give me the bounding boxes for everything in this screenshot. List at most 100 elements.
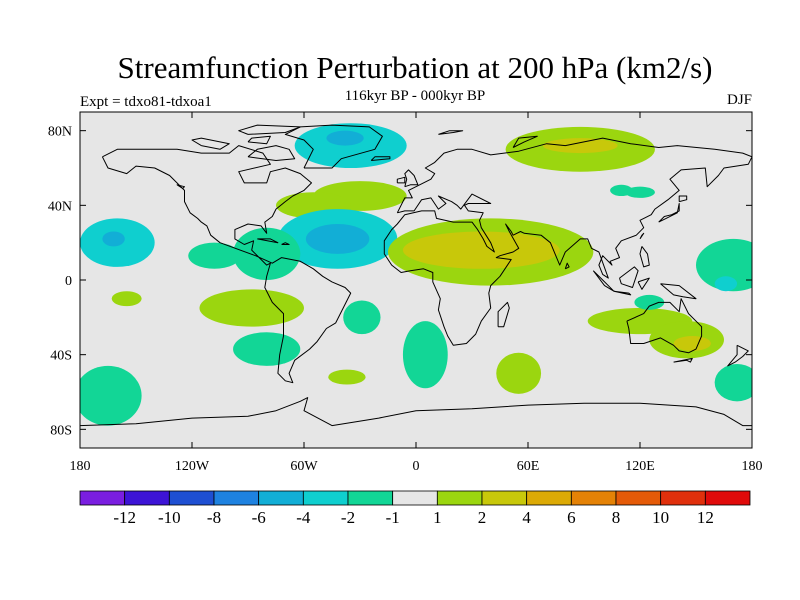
coastline-11	[613, 290, 632, 296]
coastline-6	[396, 176, 406, 184]
coastline-20	[257, 238, 279, 244]
contour-region-17	[402, 231, 560, 269]
coastline-4	[80, 397, 752, 427]
colorbar-label-11: 8	[612, 508, 621, 527]
contour-region-11	[199, 289, 304, 327]
chart-subtitle: 116kyr BP - 000kyr BP	[344, 88, 486, 104]
coastline-0	[101, 145, 352, 384]
coastline-23	[247, 145, 296, 161]
contour-region-0	[294, 123, 407, 168]
coastline-29	[673, 357, 693, 363]
x-axis: 180 120W 60W 0 60E 120E 180	[70, 112, 763, 474]
chart-title: Streamfunction Perturbation at 200 hPa (…	[117, 50, 713, 85]
coastline-14	[660, 283, 697, 300]
contour-region-6	[233, 227, 301, 280]
coastline-1	[284, 124, 383, 169]
contour-region-12	[343, 300, 381, 335]
colorbar-label-2: -8	[207, 508, 221, 527]
contour-fill-layer	[80, 123, 752, 426]
contour-region-7	[188, 242, 241, 269]
y-tick-label-3: 40S	[50, 349, 72, 364]
colorbar-box-11	[570, 490, 617, 506]
contour-region-20	[625, 186, 655, 198]
colorbar-label-8: 2	[478, 508, 487, 527]
colorbar-label-1: -10	[158, 508, 181, 527]
colorbar-box-14	[704, 490, 751, 506]
coastline-22	[176, 184, 185, 189]
coastline-3	[626, 298, 703, 354]
colorbar-box-4	[258, 490, 304, 506]
colorbar-box-3	[213, 490, 260, 506]
contour-region-9	[102, 231, 125, 247]
coastline-7	[370, 156, 391, 161]
contour-region-25	[673, 336, 711, 351]
colorbar-label-12: 10	[652, 508, 669, 527]
colorbar-box-8	[436, 490, 483, 506]
x-tick-label-3: 0	[413, 459, 420, 474]
coastline-27	[438, 130, 464, 135]
coastline-15	[639, 246, 650, 268]
coastline-8	[658, 203, 680, 223]
coastline-26	[238, 124, 301, 135]
contour-region-22	[496, 352, 542, 394]
contour-region-21	[402, 321, 448, 389]
colorbar-label-10: 6	[567, 508, 576, 527]
x-tick-label-2: 60W	[290, 459, 318, 474]
contour-region-29	[634, 294, 665, 310]
coastline-21	[281, 242, 290, 245]
contour-region-14	[328, 369, 366, 385]
x-tick-label-5: 120E	[625, 459, 655, 474]
x-tick-label-4: 60E	[517, 459, 540, 474]
y-axis: 80N 40N 0 40S 80S	[48, 125, 752, 438]
x-tick-label-0: 180	[70, 459, 91, 474]
coastline-2	[383, 137, 752, 346]
colorbar-label-7: 1	[433, 508, 442, 527]
x-tick-label-6: 180	[742, 459, 763, 474]
colorbar-box-7	[392, 490, 438, 506]
coastline-5	[404, 169, 419, 188]
colorbar-label-3: -6	[252, 508, 266, 527]
colorbar-box-9	[481, 490, 528, 506]
experiment-label: Expt = tdxo81-tdxoa1	[80, 94, 212, 110]
colorbar-box-2	[168, 490, 215, 506]
colorbar-box-0	[79, 490, 126, 506]
colorbar-box-1	[124, 490, 170, 506]
contour-region-30	[610, 184, 633, 196]
colorbar-box-6	[347, 490, 394, 506]
colorbar-label-13: 12	[697, 508, 714, 527]
contour-region-1	[326, 130, 364, 146]
season-label: DJF	[726, 92, 752, 108]
colorbar-label-4: -4	[296, 508, 311, 527]
contour-region-27	[714, 276, 738, 292]
coastline-25	[247, 135, 271, 145]
colorbar-box-13	[660, 490, 706, 506]
y-tick-label-0: 80N	[48, 125, 72, 140]
coastline-24	[191, 137, 230, 150]
y-tick-label-4: 80S	[50, 423, 72, 438]
x-tick-label-1: 120W	[175, 459, 210, 474]
map-background	[80, 112, 752, 448]
coastline-layer	[80, 124, 752, 427]
contour-region-26	[696, 238, 752, 292]
contour-region-10	[111, 291, 142, 307]
contour-region-19	[542, 138, 618, 154]
contour-region-5	[305, 224, 370, 254]
y-tick-label-2: 0	[65, 274, 72, 289]
colorbar-label-5: -2	[341, 508, 355, 527]
colorbar-box-12	[615, 490, 662, 506]
colorbar-label-6: -1	[386, 508, 400, 527]
coastline-9	[678, 195, 688, 203]
contour-region-13	[233, 332, 301, 366]
coastline-17	[497, 301, 510, 328]
coastline-16	[639, 232, 645, 240]
colorbar-box-5	[302, 490, 349, 506]
colorbar-label-0: -12	[113, 508, 136, 527]
coastline-19	[564, 262, 570, 270]
coastline-18	[727, 344, 749, 367]
coastline-13	[637, 277, 650, 290]
y-tick-label-1: 40N	[48, 199, 72, 214]
contour-region-15	[80, 365, 142, 426]
colorbar-label-9: 4	[522, 508, 531, 527]
coastline-28	[512, 135, 538, 148]
